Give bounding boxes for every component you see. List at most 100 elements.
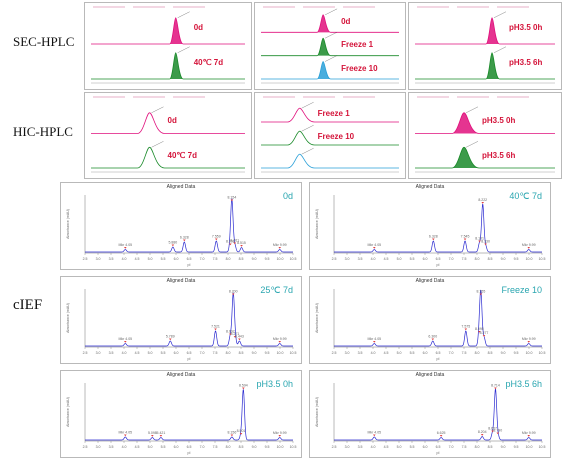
- cief-peak-marker: [464, 328, 468, 331]
- cief-x-tick-label: 3.0: [96, 257, 101, 261]
- cief-x-tick-label: 3.0: [96, 445, 101, 449]
- cief-x-tick-label: 8.0: [226, 257, 231, 261]
- cief-x-tick-label: 3.5: [109, 257, 114, 261]
- cief-peak-label: 8.714: [491, 384, 500, 388]
- cief-y-label: Absorbance (mAU): [66, 303, 70, 333]
- cief-trace-line: [334, 289, 542, 347]
- sec-trace-label: pH3.5 6h: [509, 57, 543, 67]
- cief-panel-4: Aligned Data Freeze 10 Absorbance (mAU) pI 2…: [309, 276, 551, 364]
- hic-trace-line: [261, 153, 399, 169]
- cief-peak-marker: [278, 435, 282, 437]
- cief-peak-marker: [171, 244, 175, 247]
- cief-peak-marker: [463, 238, 467, 241]
- hic-trace-label: 0d: [167, 116, 177, 126]
- cief-peak-label: Mkr 4.05: [118, 337, 132, 341]
- cief-panel-6: Aligned Data pH3.5 6h Absorbance (mAU) pI 2.…: [309, 370, 551, 458]
- cief-peak-label: Mkr 9.99: [273, 431, 287, 435]
- cief-peak-label: 7.545: [461, 235, 470, 239]
- cief-peak-label: 8.156: [228, 431, 237, 435]
- cief-svg: Absorbance (mAU) pI 2.5 3.0 3.5 4.0 4.5 5.0 5.5 6…: [315, 289, 546, 361]
- cief-x-tick-label: 5.5: [161, 445, 166, 449]
- cief-peak-marker: [238, 338, 241, 341]
- cief-x-tick-label: 7.5: [462, 257, 467, 261]
- cief-x-tick-label: 3.5: [109, 351, 114, 355]
- cief-x-tick-label: 8.5: [239, 351, 244, 355]
- row-label-cief: cIEF: [13, 297, 43, 313]
- cief-peak-marker: [183, 239, 186, 242]
- cief-peak-marker: [439, 435, 443, 437]
- cief-x-tick-label: 9.0: [252, 445, 257, 449]
- hic-trace-line: [91, 112, 245, 134]
- cief-peak-marker: [527, 247, 531, 249]
- cief-peak-label: Mkr 9.99: [522, 337, 536, 341]
- cief-x-label: pI: [188, 357, 191, 361]
- cief-peak-label: 7.559: [212, 235, 221, 239]
- cief-x-label: pI: [188, 451, 191, 455]
- cief-x-tick-label: 6.5: [436, 445, 441, 449]
- sec-trace-line: [261, 14, 399, 33]
- cief-x-tick-label: 3.0: [345, 445, 350, 449]
- cief-y-label: Absorbance (mAU): [315, 209, 319, 239]
- sec-trace-line: [91, 52, 245, 80]
- sec-trace-line: [261, 37, 399, 57]
- cief-x-tick-label: 7.5: [462, 445, 467, 449]
- cief-peak-marker: [373, 434, 376, 437]
- cief-peak-marker: [214, 328, 217, 331]
- cief-peak-marker: [231, 293, 235, 296]
- cief-y-label: Absorbance (mAU): [315, 397, 319, 427]
- cief-x-tick-label: 8.0: [475, 351, 480, 355]
- sec-trace-label: 0d: [193, 22, 204, 32]
- hic-peak-annotation: [301, 148, 314, 155]
- row-label-sec-hplc: SEC-HPLC: [13, 34, 75, 49]
- cief-peak-marker: [233, 336, 237, 338]
- cief-x-tick-label: 4.0: [122, 257, 127, 261]
- cief-peak-marker: [491, 430, 494, 433]
- sec-svg-0: [91, 6, 245, 84]
- sec-peak-annotation: [177, 46, 190, 53]
- cief-x-tick-label: 5.5: [410, 257, 415, 261]
- cief-peak-label: Mkr 9.99: [522, 243, 536, 247]
- cief-peak-marker: [242, 387, 245, 390]
- cief-x-tick-label: 6.5: [187, 445, 192, 449]
- sec-peak-annotation: [493, 11, 507, 18]
- cief-panel-title: Aligned Data: [415, 278, 445, 284]
- cief-peak-marker: [494, 387, 497, 390]
- cief-condition-label: 0d: [282, 191, 293, 201]
- cief-x-tick-label: 5.5: [410, 351, 415, 355]
- cief-x-tick-label: 8.5: [488, 351, 493, 355]
- cief-peak-label: 5.098: [148, 431, 157, 435]
- cief-peak-label: 7.575: [461, 325, 470, 329]
- cief-x-tick-label: 10.5: [539, 351, 546, 355]
- cief-peak-marker: [480, 434, 484, 436]
- sec-panel-2: 0d Freeze 1 Freeze 10: [254, 2, 406, 90]
- cief-peak-label: 8.154: [228, 196, 237, 200]
- cief-peak-label: Mkr 4.05: [118, 243, 132, 247]
- cief-x-tick-label: 4.5: [135, 257, 140, 261]
- cief-peak-marker: [230, 434, 234, 437]
- row-label-hic-hplc: HIC-HPLC: [13, 124, 73, 139]
- cief-x-tick-label: 9.5: [265, 257, 270, 261]
- hic-peak-annotation: [151, 106, 164, 113]
- cief-x-label: pI: [437, 263, 440, 267]
- cief-x-tick-label: 3.0: [96, 351, 101, 355]
- cief-peak-label: Mkr 9.99: [522, 431, 536, 435]
- cief-x-tick-label: 10.0: [526, 351, 533, 355]
- sec-peak-fill: [91, 17, 245, 44]
- cief-panel-3: Aligned Data 25℃ 7d Absorbance (mAU) pI 2.5 3…: [60, 276, 302, 364]
- cief-x-tick-label: 3.5: [358, 351, 363, 355]
- cief-peak-label: 8.330: [481, 240, 490, 244]
- cief-peak-label: 8.155: [477, 290, 486, 294]
- cief-x-tick-label: 8.5: [239, 445, 244, 449]
- cief-x-tick-label: 2.5: [332, 351, 337, 355]
- cief-svg: Absorbance (mAU) pI 2.5 3.0 3.5 4.0 4.5 5.0 5.5 6…: [66, 383, 296, 455]
- cief-x-tick-label: 5.0: [397, 257, 402, 261]
- cief-x-tick-label: 2.5: [83, 351, 88, 355]
- cief-peak-label: 7.521: [211, 325, 220, 329]
- cief-x-tick-label: 9.0: [252, 351, 257, 355]
- hic-trace-line: [261, 130, 399, 146]
- cief-x-tick-label: 9.5: [265, 445, 270, 449]
- hic-trace-label: Freeze 1: [317, 109, 350, 119]
- hic-trace-label: 40℃ 7d: [167, 150, 197, 160]
- cief-peak-marker: [496, 432, 500, 435]
- cief-x-tick-label: 5.5: [161, 351, 166, 355]
